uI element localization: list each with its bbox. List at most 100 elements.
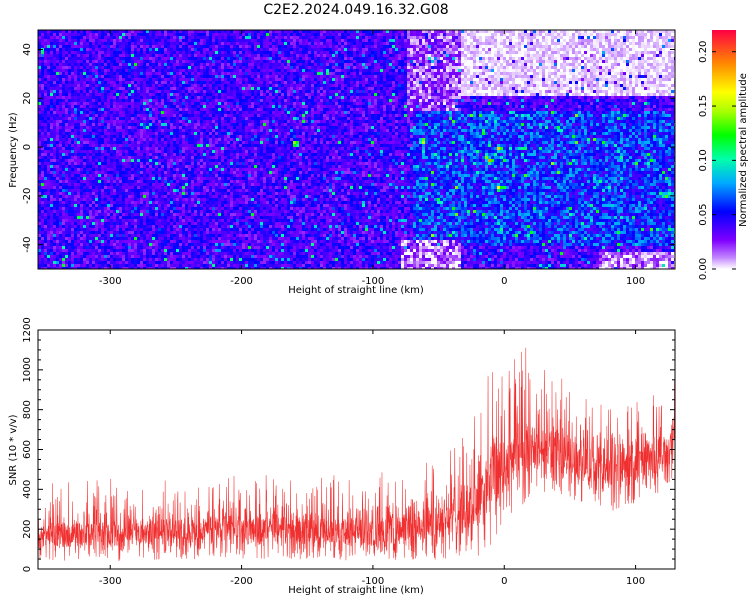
heatmap-cell [650, 93, 654, 97]
heatmap-cell [410, 87, 414, 91]
heatmap-cell [365, 48, 369, 52]
heatmap-cell [629, 36, 633, 40]
heatmap-cell [488, 90, 492, 94]
heatmap-cell [419, 84, 423, 88]
heatmap-cell [488, 42, 492, 46]
heatmap-cell [530, 69, 534, 73]
heatmap-cell [269, 84, 273, 88]
heatmap-cell [62, 33, 66, 37]
heatmap-cell [443, 90, 447, 94]
heatmap-cell [479, 39, 483, 43]
heatmap-cell [551, 30, 555, 34]
heatmap-cell [341, 51, 345, 55]
heatmap-cell [581, 39, 585, 43]
heatmap-cell [428, 45, 432, 49]
heatmap-cell [467, 48, 471, 52]
heatmap-cell [551, 63, 555, 67]
heatmap-cell [368, 45, 372, 49]
heatmap-cell [524, 93, 528, 97]
heatmap-cell [344, 66, 348, 70]
heatmap-cell [644, 81, 648, 85]
heatmap-cell [215, 87, 219, 91]
heatmap-cell [338, 33, 342, 37]
heatmap-cell [116, 54, 120, 58]
heatmap-cell [386, 96, 390, 100]
heatmap-cell [296, 84, 300, 88]
heatmap-cell [218, 54, 222, 58]
heatmap-cell [263, 72, 267, 76]
heatmap-cell [425, 69, 429, 73]
heatmap-cell [200, 81, 204, 85]
heatmap-cell [131, 75, 135, 79]
heatmap-cell [488, 96, 492, 100]
heatmap-cell [584, 66, 588, 70]
heatmap-cell [596, 81, 600, 85]
heatmap-cell [215, 48, 219, 52]
heatmap-cell [410, 51, 414, 55]
heatmap-cell [653, 81, 657, 85]
heatmap-cell [326, 42, 330, 46]
heatmap-cell [410, 84, 414, 88]
heatmap-cell [452, 60, 456, 64]
heatmap-cell [590, 87, 594, 91]
heatmap-cell [302, 90, 306, 94]
heatmap-cell [404, 36, 408, 40]
heatmap-cell [80, 93, 84, 97]
heatmap-cell [329, 90, 333, 94]
heatmap-cell [650, 36, 654, 40]
heatmap-cell [329, 96, 333, 100]
heatmap-cell [446, 33, 450, 37]
heatmap-cell [323, 48, 327, 52]
heatmap-cell [497, 90, 501, 94]
heatmap-cell [149, 39, 153, 43]
heatmap-cell [161, 42, 165, 46]
heatmap-cell [398, 54, 402, 58]
heatmap-cell [509, 72, 513, 76]
heatmap-cell [569, 66, 573, 70]
heatmap-cell [584, 30, 588, 34]
heatmap-cell [479, 54, 483, 58]
heatmap-cell [599, 57, 603, 61]
heatmap-cell [299, 81, 303, 85]
heatmap-cell [443, 69, 447, 73]
heatmap-cell [65, 60, 69, 64]
heatmap-cell [335, 36, 339, 40]
heatmap-cell [659, 45, 663, 49]
heatmap-cell [602, 84, 606, 88]
heatmap-cell [197, 39, 201, 43]
heatmap-cell [629, 63, 633, 67]
heatmap-cell [644, 66, 648, 70]
heatmap-cell [425, 66, 429, 70]
heatmap-cell [551, 93, 555, 97]
heatmap-cell [128, 57, 132, 61]
heatmap-cell [503, 48, 507, 52]
heatmap-cell [464, 42, 468, 46]
heatmap-cell [323, 66, 327, 70]
heatmap-cell [551, 81, 555, 85]
heatmap-cell [350, 87, 354, 91]
heatmap-cell [383, 33, 387, 37]
heatmap-cell [215, 54, 219, 58]
heatmap-cell [188, 78, 192, 82]
heatmap-cell [509, 90, 513, 94]
heatmap-cell [146, 45, 150, 49]
heatmap-cell [152, 87, 156, 91]
heatmap-cell [152, 60, 156, 64]
heatmap-cell [545, 54, 549, 58]
heatmap-cell [326, 75, 330, 79]
heatmap-cell [470, 63, 474, 67]
heatmap-cell [536, 60, 540, 64]
heatmap-cell [497, 84, 501, 88]
heatmap-cell [95, 75, 99, 79]
heatmap-cell [74, 96, 78, 100]
heatmap-cell [659, 42, 663, 46]
heatmap-cell [560, 75, 564, 79]
heatmap-cell [272, 51, 276, 55]
heatmap-cell [317, 75, 321, 79]
heatmap-cell [260, 63, 264, 67]
heatmap-cell [266, 72, 270, 76]
heatmap-cell [641, 90, 645, 94]
heatmap-cell [266, 57, 270, 61]
heatmap-cell [413, 75, 417, 79]
heatmap-cell [500, 66, 504, 70]
